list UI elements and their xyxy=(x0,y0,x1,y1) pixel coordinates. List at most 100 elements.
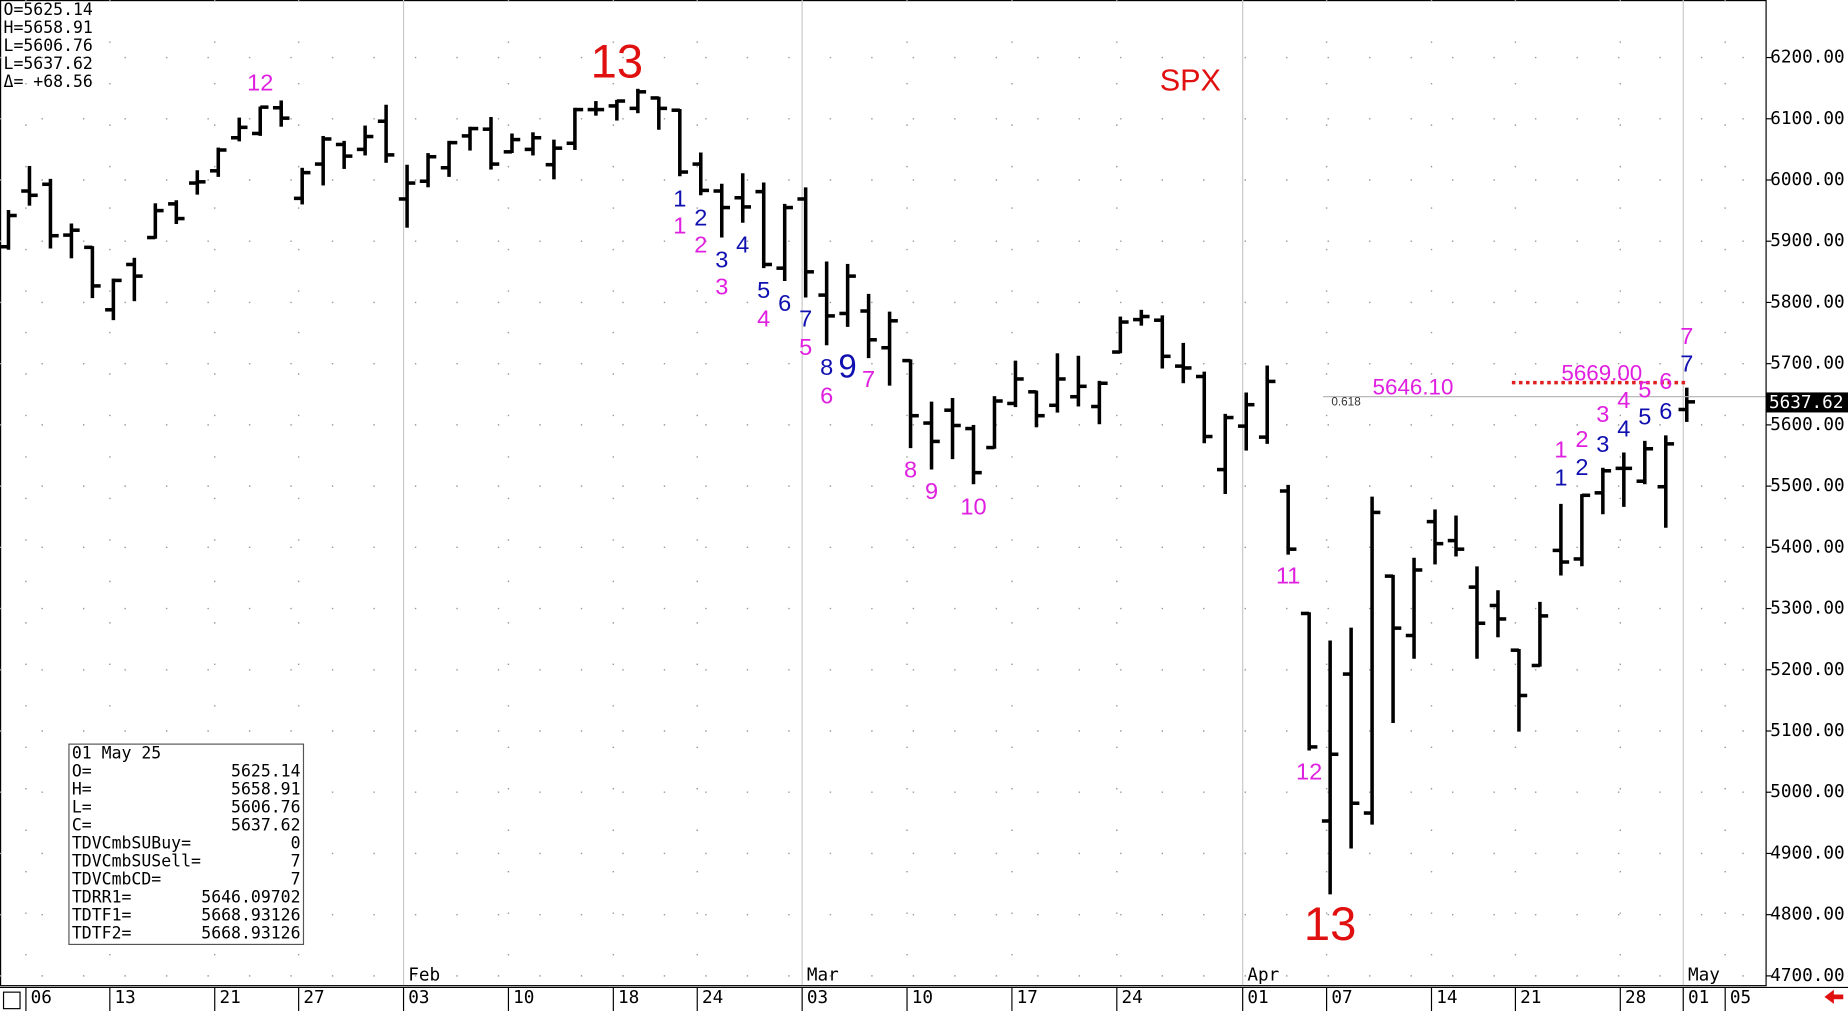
y-tick-label: 5700.00 xyxy=(1770,354,1844,374)
x-tick-label: 21 xyxy=(1520,988,1541,1008)
header-line: L=5606.76 xyxy=(4,36,93,55)
td-count: 5 xyxy=(799,334,812,360)
x-tick-label: 03 xyxy=(408,988,429,1008)
plot-frame xyxy=(0,0,1767,987)
td-count: 7 xyxy=(862,366,875,392)
info-key: O= xyxy=(72,761,92,780)
td-count: 4 xyxy=(757,305,770,331)
y-tick-label: 5400.00 xyxy=(1770,537,1844,557)
info-key: TDRR1= xyxy=(72,887,132,906)
info-value: 5637.62 xyxy=(231,815,300,834)
td-count: 7 xyxy=(1680,351,1693,377)
y-tick-label: 5800.00 xyxy=(1770,292,1844,312)
td-count: 2 xyxy=(694,231,707,257)
td-count: 8 xyxy=(820,354,833,380)
info-key: TDVCmbSUBuy= xyxy=(72,833,191,852)
info-title: 01 May 25 xyxy=(72,744,161,763)
td-count: 5 xyxy=(1638,403,1651,429)
y-tick-label: 5900.00 xyxy=(1770,231,1844,251)
x-tick-label: 10 xyxy=(513,988,534,1008)
y-tick-label: 4900.00 xyxy=(1770,843,1844,863)
bars xyxy=(0,88,1696,895)
corner-box xyxy=(2,991,21,1010)
info-key: TDVCmbSUSell= xyxy=(72,851,201,870)
td-count: 3 xyxy=(1596,431,1609,457)
level-ratio: 0.618 xyxy=(1331,396,1361,409)
td-count: 6 xyxy=(1659,368,1672,394)
td-count: 4 xyxy=(1617,387,1630,413)
info-key: H= xyxy=(72,779,92,798)
y-tick-label: 5600.00 xyxy=(1770,415,1844,435)
x-tick-label: 24 xyxy=(702,988,723,1008)
header-line: H=5658.91 xyxy=(4,18,93,37)
scroll-arrow[interactable] xyxy=(1824,989,1844,1004)
header-line: Δ= +68.56 xyxy=(4,72,93,91)
info-value: 0 xyxy=(291,833,301,852)
month-label: Feb xyxy=(408,966,440,986)
y-tick-label: 5100.00 xyxy=(1770,721,1844,741)
level-label: 5646.10 xyxy=(1373,374,1454,399)
td-count: 4 xyxy=(736,231,749,257)
td-count: 9 xyxy=(925,478,938,504)
td-count: 3 xyxy=(1596,401,1609,427)
x-tick-label: 03 xyxy=(807,988,828,1008)
info-key: TDTF1= xyxy=(72,906,132,925)
info-value: 5668.93126 xyxy=(201,924,300,943)
x-tick-label: 06 xyxy=(31,988,52,1008)
td-count: 3 xyxy=(715,274,728,300)
td-count: 12 xyxy=(1296,758,1322,784)
x-tick-label: 05 xyxy=(1730,988,1751,1008)
info-key: L= xyxy=(72,797,92,816)
td-count: 2 xyxy=(1575,426,1588,452)
info-key: C= xyxy=(72,815,92,834)
info-value: 5658.91 xyxy=(231,779,300,798)
td-count: 6 xyxy=(1659,398,1672,424)
info-value: 5668.93126 xyxy=(201,906,300,925)
td-count: 7 xyxy=(1680,323,1693,349)
td-count: 13 xyxy=(591,34,643,87)
td-count: 8 xyxy=(904,457,917,483)
td-count: 13 xyxy=(1304,897,1356,950)
td-count: 2 xyxy=(1575,454,1588,480)
y-tick-label: 5500.00 xyxy=(1770,476,1844,496)
td-count: 10 xyxy=(960,493,986,519)
x-tick-label: 17 xyxy=(1017,988,1038,1008)
last-price-tag xyxy=(1765,392,1848,413)
header: O=5625.14H=5658.91L=5606.76L=5637.62Δ= +… xyxy=(4,0,93,91)
x-tick-label: 07 xyxy=(1331,988,1352,1008)
x-tick-label: 13 xyxy=(115,988,136,1008)
x-tick-label: 01 xyxy=(1688,988,1709,1008)
y-tick-label: 6100.00 xyxy=(1770,109,1844,129)
td-count: 12 xyxy=(247,70,273,96)
header-line: L=5637.62 xyxy=(4,54,93,73)
td-count: 6 xyxy=(820,383,833,409)
x-tick-label: 24 xyxy=(1122,988,1143,1008)
symbol: SPX xyxy=(1160,64,1221,98)
x-tick-label: 10 xyxy=(912,988,933,1008)
info-box: 01 May 25O= 5625.14 H= 5658.91 L= 5606.76 C= 56… xyxy=(68,743,305,946)
td-count: 3 xyxy=(715,247,728,273)
info-value: 7 xyxy=(291,851,301,870)
y-tick-label: 4700.00 xyxy=(1770,966,1844,986)
y-tick-label: 5000.00 xyxy=(1770,782,1844,802)
td-count: 7 xyxy=(799,305,812,331)
info-value: 5606.76 xyxy=(231,797,300,816)
level-label: 5669.00 xyxy=(1561,360,1642,385)
td-count: 11 xyxy=(1276,563,1300,589)
y-tick-label: 5300.00 xyxy=(1770,599,1844,619)
month-label: May xyxy=(1688,966,1720,986)
y-tick-label: 5200.00 xyxy=(1770,660,1844,680)
x-tick-label: 14 xyxy=(1436,988,1457,1008)
month-label: Apr xyxy=(1247,966,1279,986)
y-tick-label: 6200.00 xyxy=(1770,48,1844,68)
info-key: TDVCmbCD= xyxy=(72,869,161,888)
month-label: Mar xyxy=(807,966,839,986)
header-line: O=5625.14 xyxy=(4,0,93,19)
x-tick-label: 01 xyxy=(1247,988,1268,1008)
td-count: 9 xyxy=(838,347,856,384)
